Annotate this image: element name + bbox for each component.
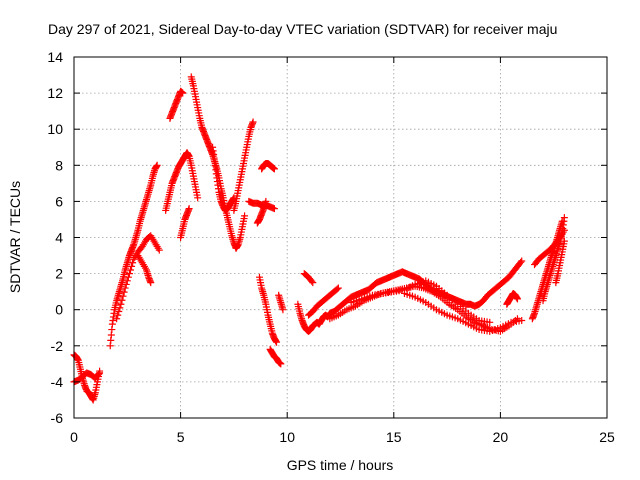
x-tick-label: 20: [493, 429, 509, 445]
y-tick-label: 14: [47, 49, 63, 65]
series-arc-22: [305, 284, 342, 319]
data-point: [279, 306, 287, 314]
data-point: [241, 212, 249, 220]
data-point: [560, 237, 568, 245]
series-arc-17: [275, 291, 287, 314]
y-tick-label: 2: [55, 266, 63, 282]
data-point: [95, 370, 103, 378]
axes: 0 5 10 15 20 25 -6 -4 -2 0 2 4 6 8 10 12 14: [47, 49, 615, 445]
y-tick-label: 12: [47, 85, 63, 101]
data-point: [517, 258, 525, 266]
x-tick-label: 15: [386, 429, 402, 445]
x-tick-label: 10: [279, 429, 295, 445]
y-tick-label: -6: [51, 410, 64, 426]
data-point: [114, 311, 122, 319]
data-points: [70, 73, 568, 404]
data-point: [125, 270, 133, 278]
data-point: [308, 277, 316, 285]
data-point: [147, 279, 155, 287]
series-arc-8: [177, 205, 193, 241]
data-point: [277, 360, 285, 368]
data-point: [270, 205, 278, 213]
data-point: [113, 315, 121, 323]
y-tick-label: 6: [55, 193, 63, 209]
data-point: [122, 280, 130, 288]
y-tick-label: -4: [51, 374, 64, 390]
data-point: [513, 295, 521, 303]
series-arc-27: [552, 237, 568, 287]
data-point: [194, 194, 202, 202]
series-arc-23: [300, 270, 317, 287]
series-arc-28: [503, 289, 521, 308]
grid-lines: [74, 57, 607, 418]
data-point: [334, 284, 342, 292]
data-point: [518, 257, 526, 265]
data-point: [116, 304, 124, 312]
series-arc-13: [258, 159, 278, 173]
series-arc-26: [539, 214, 568, 305]
data-point: [560, 214, 568, 222]
x-axis-title: GPS time / hours: [287, 457, 394, 473]
data-point: [262, 197, 270, 205]
series-arc-9: [187, 73, 249, 252]
series-arc-2: [70, 369, 104, 386]
chart-title: Day 297 of 2021, Sidereal Day-to-day VTE…: [48, 21, 557, 37]
data-point: [126, 266, 134, 274]
data-point: [128, 262, 136, 270]
data-point: [120, 288, 128, 296]
series-arc-6: [162, 149, 202, 214]
data-point: [96, 369, 104, 377]
data-point: [185, 205, 193, 213]
data-point: [486, 318, 494, 326]
series-arc-3: [106, 161, 161, 350]
series-arc-10: [209, 143, 238, 214]
series-arc-15: [255, 273, 281, 346]
series-arc-21: [400, 289, 526, 335]
data-point: [309, 279, 317, 287]
y-axis-title: SDTVAR / TECUs: [7, 181, 23, 293]
data-point: [123, 277, 131, 285]
data-point: [153, 161, 161, 169]
x-tick-label: 25: [599, 429, 615, 445]
data-point: [117, 300, 125, 308]
series-arc-4: [113, 232, 163, 323]
data-point: [129, 259, 137, 267]
data-point: [155, 246, 163, 254]
x-tick-label: 5: [177, 429, 185, 445]
y-tick-label: -2: [51, 338, 64, 354]
data-point: [333, 285, 341, 293]
y-tick-label: 0: [55, 302, 63, 318]
series-arc-5: [134, 252, 155, 287]
series-arc-14: [253, 197, 270, 227]
data-point: [273, 338, 281, 346]
y-tick-label: 8: [55, 157, 63, 173]
series-arc-11: [230, 118, 257, 214]
data-point: [179, 89, 187, 97]
data-point: [518, 317, 526, 325]
data-point: [270, 165, 278, 173]
series-arc-20: [347, 277, 494, 326]
series-arc-16: [266, 345, 285, 368]
y-tick-label: 10: [47, 121, 63, 137]
y-tick-label: 4: [55, 230, 63, 246]
data-point: [115, 308, 123, 316]
data-point: [249, 118, 257, 126]
series-arc-7: [166, 87, 187, 122]
data-point: [118, 296, 126, 304]
data-point: [121, 284, 129, 292]
data-point: [124, 273, 132, 281]
data-point: [119, 292, 127, 300]
x-tick-label: 0: [70, 429, 78, 445]
